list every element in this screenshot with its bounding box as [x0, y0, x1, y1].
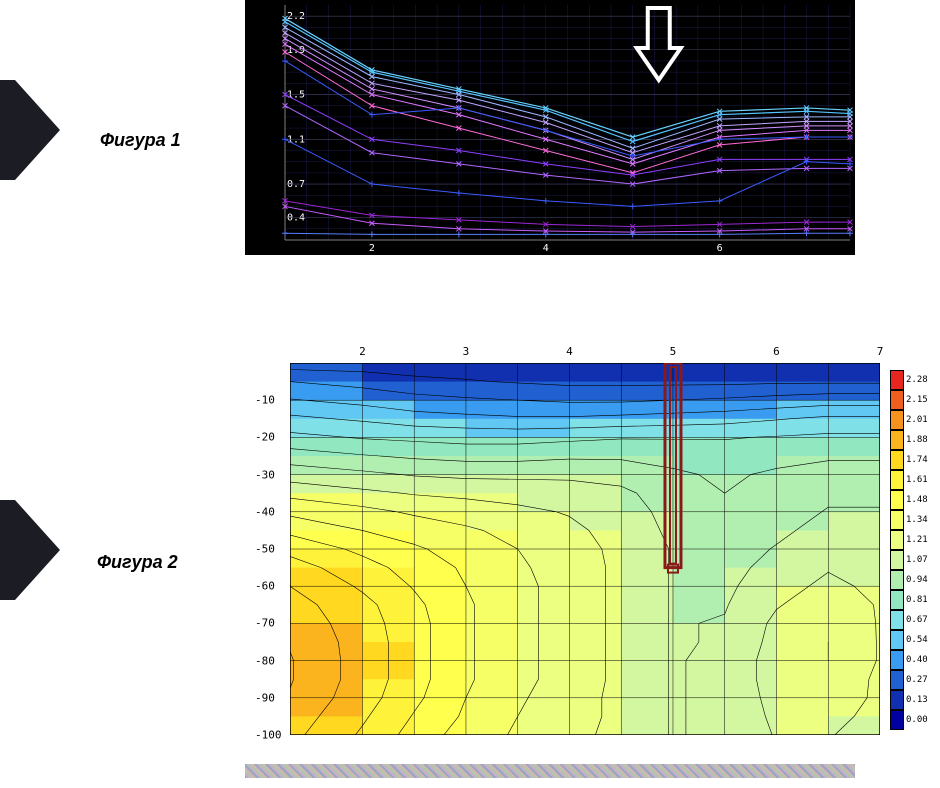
y-tick-label: -80	[255, 654, 275, 667]
label-arrow-icon	[0, 80, 60, 180]
svg-text:2: 2	[369, 243, 375, 254]
colorbar-swatch: 1.21	[890, 530, 935, 550]
colorbar-swatch: 0.40	[890, 650, 935, 670]
figure2-colorbar: 2.282.152.011.881.741.611.481.341.211.07…	[890, 370, 935, 732]
x-tick-label: 2	[359, 345, 366, 358]
x-tick-label: 6	[773, 345, 780, 358]
svg-text:6: 6	[717, 243, 723, 254]
y-tick-label: -100	[255, 729, 282, 742]
colorbar-swatch: 1.07	[890, 550, 935, 570]
svg-text:0.4: 0.4	[287, 213, 305, 224]
x-tick-label: 4	[566, 345, 573, 358]
x-tick-label: 7	[877, 345, 884, 358]
x-tick-label: 3	[463, 345, 470, 358]
svg-text:0.7: 0.7	[287, 179, 305, 190]
colorbar-swatch: 1.48	[890, 490, 935, 510]
colorbar-swatch: 1.34	[890, 510, 935, 530]
svg-text:1.1: 1.1	[287, 134, 305, 145]
colorbar-swatch: 1.74	[890, 450, 935, 470]
colorbar-swatch: 0.67	[890, 610, 935, 630]
y-tick-label: -40	[255, 505, 275, 518]
figure2-label: Фигура 2	[97, 552, 178, 573]
down-arrow-icon	[637, 8, 681, 80]
colorbar-swatch: 0.81	[890, 590, 935, 610]
colorbar-swatch: 0.94	[890, 570, 935, 590]
y-tick-label: -50	[255, 543, 275, 556]
colorbar-swatch: 0.54	[890, 630, 935, 650]
colorbar-swatch: 2.01	[890, 410, 935, 430]
colorbar-swatch: 1.88	[890, 430, 935, 450]
y-tick-label: -90	[255, 691, 275, 704]
label-arrow-icon	[0, 500, 60, 600]
noise-strip	[245, 764, 855, 778]
figure1-chart: 0.40.71.11.51.92.2246	[245, 0, 855, 255]
colorbar-swatch: 0.13	[890, 690, 935, 710]
y-tick-label: -10	[255, 394, 275, 407]
colorbar-swatch: 2.28	[890, 370, 935, 390]
colorbar-swatch: 0.27	[890, 670, 935, 690]
svg-text:1.5: 1.5	[287, 90, 305, 101]
y-tick-label: -70	[255, 617, 275, 630]
colorbar-swatch: 2.15	[890, 390, 935, 410]
y-tick-label: -20	[255, 431, 275, 444]
y-tick-label: -60	[255, 580, 275, 593]
svg-text:4: 4	[543, 243, 549, 254]
y-tick-label: -30	[255, 468, 275, 481]
figure1-label: Фигура 1	[100, 130, 181, 151]
colorbar-swatch: 0.00	[890, 710, 935, 730]
x-tick-label: 5	[670, 345, 677, 358]
colorbar-swatch: 1.61	[890, 470, 935, 490]
figure2-chart: 2 3 4 5 6 7 -10 -20 -30 -40 -50 -60 -70 -80 -90 -100 2…	[245, 345, 935, 745]
